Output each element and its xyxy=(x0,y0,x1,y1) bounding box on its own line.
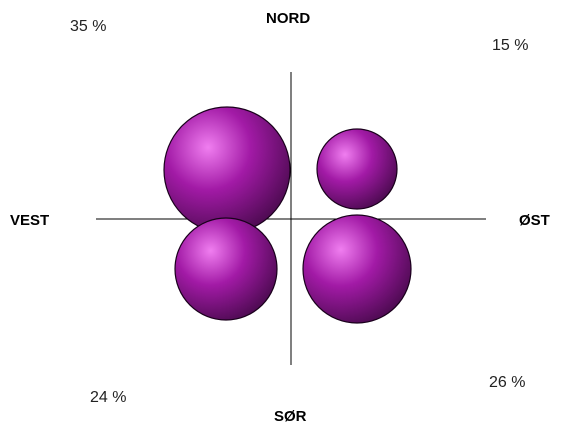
percent-se-label: 26 % xyxy=(489,374,526,391)
bubble-ne xyxy=(316,128,398,210)
percent-nw-label: 35 % xyxy=(70,18,107,35)
percent-sw-label: 24 % xyxy=(90,389,127,406)
direction-south-label: SØR xyxy=(274,408,307,425)
bubble-nw xyxy=(163,106,291,234)
direction-north-label: NORD xyxy=(266,10,311,27)
bubble-se xyxy=(302,214,412,324)
direction-west-label: VEST xyxy=(10,212,50,229)
percent-ne-label: 15 % xyxy=(492,37,529,54)
direction-east-label: ØST xyxy=(519,212,550,229)
bubble-sw xyxy=(174,217,278,321)
